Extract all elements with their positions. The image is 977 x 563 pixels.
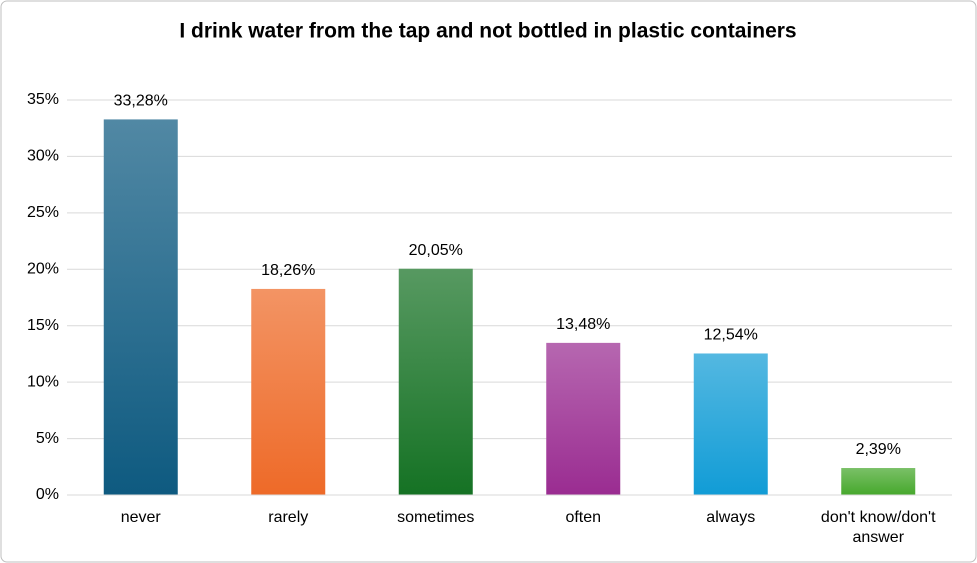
y-tick-label: 10% [27,373,59,390]
data-label: 20,05% [409,242,463,259]
bar [251,288,326,495]
y-tick-label: 25% [27,204,59,221]
bar [398,268,473,495]
x-tick-label: never [120,509,161,526]
bar [693,353,768,495]
data-label: 2,39% [856,441,901,458]
y-tick-label: 5% [36,430,59,447]
x-tick-label: don't know/don't answer [820,509,936,546]
y-tick-label: 0% [36,486,59,503]
bar [546,342,621,495]
x-tick-label: always [706,509,756,526]
data-label: 18,26% [261,262,315,279]
data-label: 13,48% [556,316,610,333]
bar [841,468,916,495]
y-tick-label: 15% [27,317,59,334]
data-label: 33,28% [114,93,168,110]
bar [103,119,178,495]
x-tick-label: often [565,509,602,526]
y-tick-label: 30% [27,148,59,165]
x-tick-label: rarely [268,509,309,526]
data-label: 12,54% [704,327,758,344]
y-tick-label: 20% [27,261,59,278]
x-tick-label: sometimes [397,509,475,526]
chart-title: I drink water from the tap and not bottl… [179,20,796,43]
y-tick-label: 35% [27,91,59,108]
